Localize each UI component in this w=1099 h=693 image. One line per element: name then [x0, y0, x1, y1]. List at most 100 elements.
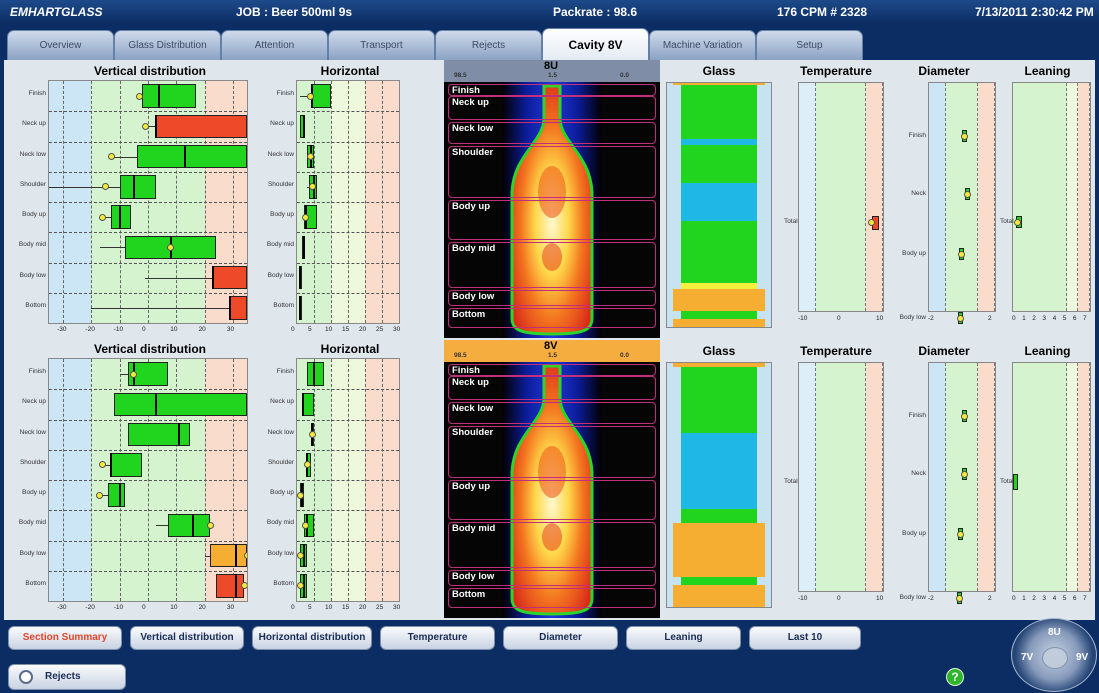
vertical-row-label: Body low — [19, 271, 46, 279]
diameter-row-label: Finish — [908, 132, 926, 139]
vertical-row-label: Body mid — [18, 241, 46, 249]
horizontal-tick: 5 — [308, 326, 312, 333]
upper-temperature-panel: Temperature Total -10 0 10 — [784, 60, 888, 330]
upper-leaning-title: Leaning — [1024, 64, 1071, 78]
row-divider — [49, 389, 247, 391]
cavity-7v-button[interactable]: 7V — [1021, 652, 1034, 663]
row-divider — [49, 480, 247, 481]
datetime-label: 7/13/2011 2:30:42 PM — [975, 5, 1094, 19]
glass-segment — [673, 523, 765, 577]
leaning-marker — [1014, 219, 1021, 226]
zone-label-body-low: Body low — [448, 570, 656, 586]
diameter-row-label: Body low — [899, 314, 926, 321]
vertical-distribution-button[interactable]: Vertical distribution — [130, 626, 244, 650]
mean-marker — [167, 243, 175, 251]
cavity-9v-button[interactable]: 9V — [1076, 652, 1089, 663]
horizontal-row-label: Body mid — [266, 519, 294, 527]
tab-cavity-8v[interactable]: Cavity 8V — [542, 28, 649, 60]
bottom-bar: Section Summary Vertical distribution Ho… — [0, 618, 1099, 693]
tab-attention[interactable]: Attention — [221, 30, 328, 60]
temperature-tick: 10 — [876, 595, 884, 602]
row-divider — [49, 570, 247, 572]
box-median — [313, 362, 315, 386]
upper-glass-panel: Glass — [664, 60, 774, 330]
vertical-tick: 30 — [226, 326, 235, 333]
tab-setup[interactable]: Setup — [756, 30, 863, 60]
box-median — [158, 84, 161, 108]
vertical-row-label: Shoulder — [19, 180, 46, 188]
box-bar — [111, 453, 143, 477]
leaning-row-label: Total — [1000, 478, 1014, 485]
row-divider — [49, 540, 247, 542]
leaning-tick: 3 — [1042, 315, 1047, 322]
diameter-button[interactable]: Diameter — [503, 626, 618, 650]
leaning-tick: 3 — [1042, 595, 1047, 602]
lower-leaning-plot — [1012, 362, 1091, 592]
vertical-tick: 20 — [198, 326, 206, 333]
diameter-tick: 2 — [988, 315, 992, 322]
box-bar — [230, 296, 247, 320]
zone-label-finish: Finish — [448, 84, 656, 96]
box-bar — [119, 175, 157, 199]
vertical-tick: 10 — [170, 326, 178, 333]
lower-glass-plot — [666, 362, 772, 608]
tab-transport[interactable]: Transport — [328, 30, 435, 60]
mean-marker — [297, 582, 304, 590]
scale-label: 1.5 — [548, 72, 558, 79]
row-divider — [49, 419, 247, 421]
tab-rejects[interactable]: Rejects — [435, 30, 542, 60]
box-median — [234, 543, 237, 568]
diameter-row-label: Neck — [911, 190, 926, 197]
row-divider — [49, 171, 247, 173]
leaning-tick: 1 — [1022, 595, 1026, 602]
diameter-row-label: Body up — [902, 250, 926, 257]
tab-overview[interactable]: Overview — [7, 30, 114, 60]
vertical-tick: -30 — [57, 604, 67, 611]
zone-label-finish: Finish — [448, 364, 656, 376]
vertical-row-label: Neck low — [19, 150, 46, 158]
rejects-button[interactable]: Rejects — [8, 664, 126, 690]
box-bar — [167, 513, 211, 538]
diameter-marker — [957, 315, 964, 322]
band — [799, 83, 817, 311]
glass-segment — [673, 83, 765, 85]
leaning-tick: 6 — [1072, 595, 1077, 602]
cavity-selector[interactable]: 8U 7V 9V — [1011, 618, 1097, 692]
horizontal-row-label: Body mid — [266, 241, 294, 249]
glass-segment — [681, 139, 757, 145]
horizontal-distribution-button[interactable]: Horizontal distribution — [252, 626, 372, 650]
horizontal-tick: 30 — [393, 604, 401, 611]
box-whisker — [91, 307, 247, 309]
mean-marker — [96, 491, 104, 499]
row-divider — [297, 540, 399, 542]
zone-label-neck-low: Neck low — [448, 402, 656, 424]
cavity-label: 8V — [544, 340, 558, 352]
horizontal-row-label: Bottom — [273, 301, 294, 309]
tab-glass-distribution[interactable]: Glass Distribution — [114, 30, 221, 60]
horizontal-row-label: Body up — [270, 211, 294, 219]
band — [799, 363, 817, 591]
mean-marker — [107, 153, 115, 161]
upper-glass-plot — [666, 82, 772, 328]
lower-glass-panel: Glass — [664, 340, 774, 610]
horizontal-row-label: Neck low — [267, 150, 294, 158]
zone-label-bottom: Bottom — [448, 308, 656, 328]
temperature-button[interactable]: Temperature — [380, 626, 495, 650]
leaning-tick: 5 — [1062, 595, 1067, 602]
section-summary-button[interactable]: Section Summary — [8, 626, 122, 650]
last-10-button[interactable]: Last 10 — [749, 626, 861, 650]
leaning-button[interactable]: Leaning — [626, 626, 741, 650]
tab-machine-variation[interactable]: Machine Variation — [649, 30, 756, 60]
row-divider — [297, 141, 399, 143]
horizontal-row-label: Shoulder — [267, 458, 294, 466]
glass-segment — [673, 319, 765, 327]
glass-segment — [681, 221, 757, 283]
glass-segment — [681, 577, 757, 585]
help-icon[interactable]: ? — [946, 668, 964, 686]
row-divider — [49, 449, 247, 451]
cavity-8u-button[interactable]: 8U — [1048, 627, 1061, 638]
leaning-tick: 6 — [1072, 315, 1077, 322]
upper-temperature-plot — [798, 82, 884, 312]
